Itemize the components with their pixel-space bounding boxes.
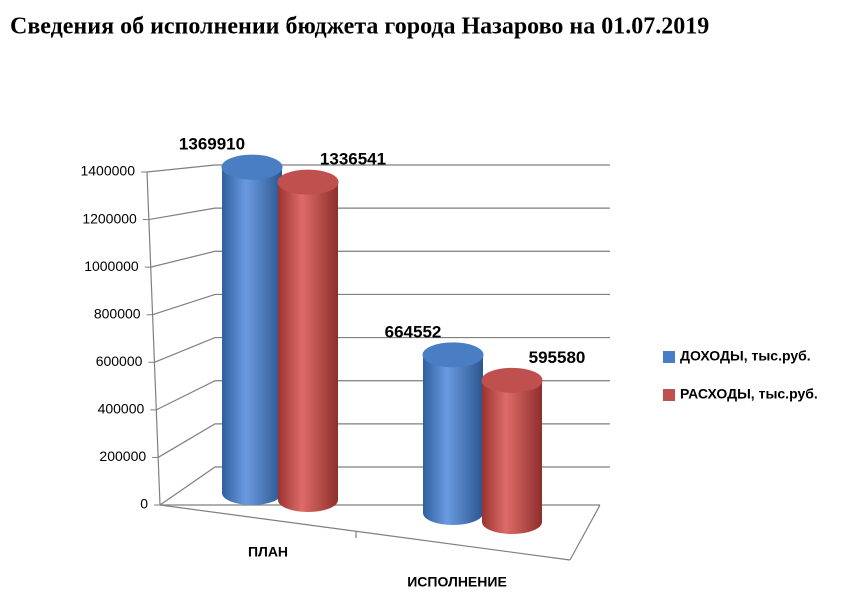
y-tick-label: 400000: [98, 401, 145, 417]
y-tick-label: 600000: [96, 353, 143, 369]
y-tick-label: 0: [140, 496, 148, 512]
bar: [423, 354, 483, 513]
bar-top: [481, 367, 543, 393]
x-tick-label: ИСПОЛНЕНИЕ: [407, 574, 507, 590]
legend-swatch: [663, 351, 675, 363]
bar-top: [221, 154, 283, 180]
legend-swatch: [663, 389, 675, 401]
y-tick-label: 1000000: [84, 258, 139, 274]
grid-line: [152, 293, 610, 316]
bar-top: [277, 169, 339, 195]
grid-line: [148, 207, 610, 221]
grid-line: [154, 336, 610, 363]
y-tick-label: 800000: [94, 305, 141, 321]
data-label: 1336541: [320, 150, 386, 169]
grid-line: [150, 250, 610, 268]
y-tick-label: 1400000: [80, 163, 135, 179]
chart-title: Сведения об исполнении бюджета города На…: [10, 14, 709, 40]
y-tick-label: 1200000: [82, 210, 137, 226]
grid-line: [146, 164, 610, 173]
bar: [222, 167, 282, 494]
bar: [278, 182, 338, 500]
data-label: 1369910: [179, 135, 245, 154]
bar-top: [422, 342, 484, 368]
legend-label: ДОХОДЫ, тыс.руб.: [680, 348, 811, 364]
bar: [482, 380, 542, 522]
data-label: 664552: [385, 322, 442, 341]
legend-label: РАСХОДЫ, тыс.руб.: [680, 386, 818, 402]
y-tick-label: 200000: [99, 448, 146, 464]
x-tick-label: ПЛАН: [248, 544, 288, 560]
data-label: 595580: [529, 348, 586, 367]
